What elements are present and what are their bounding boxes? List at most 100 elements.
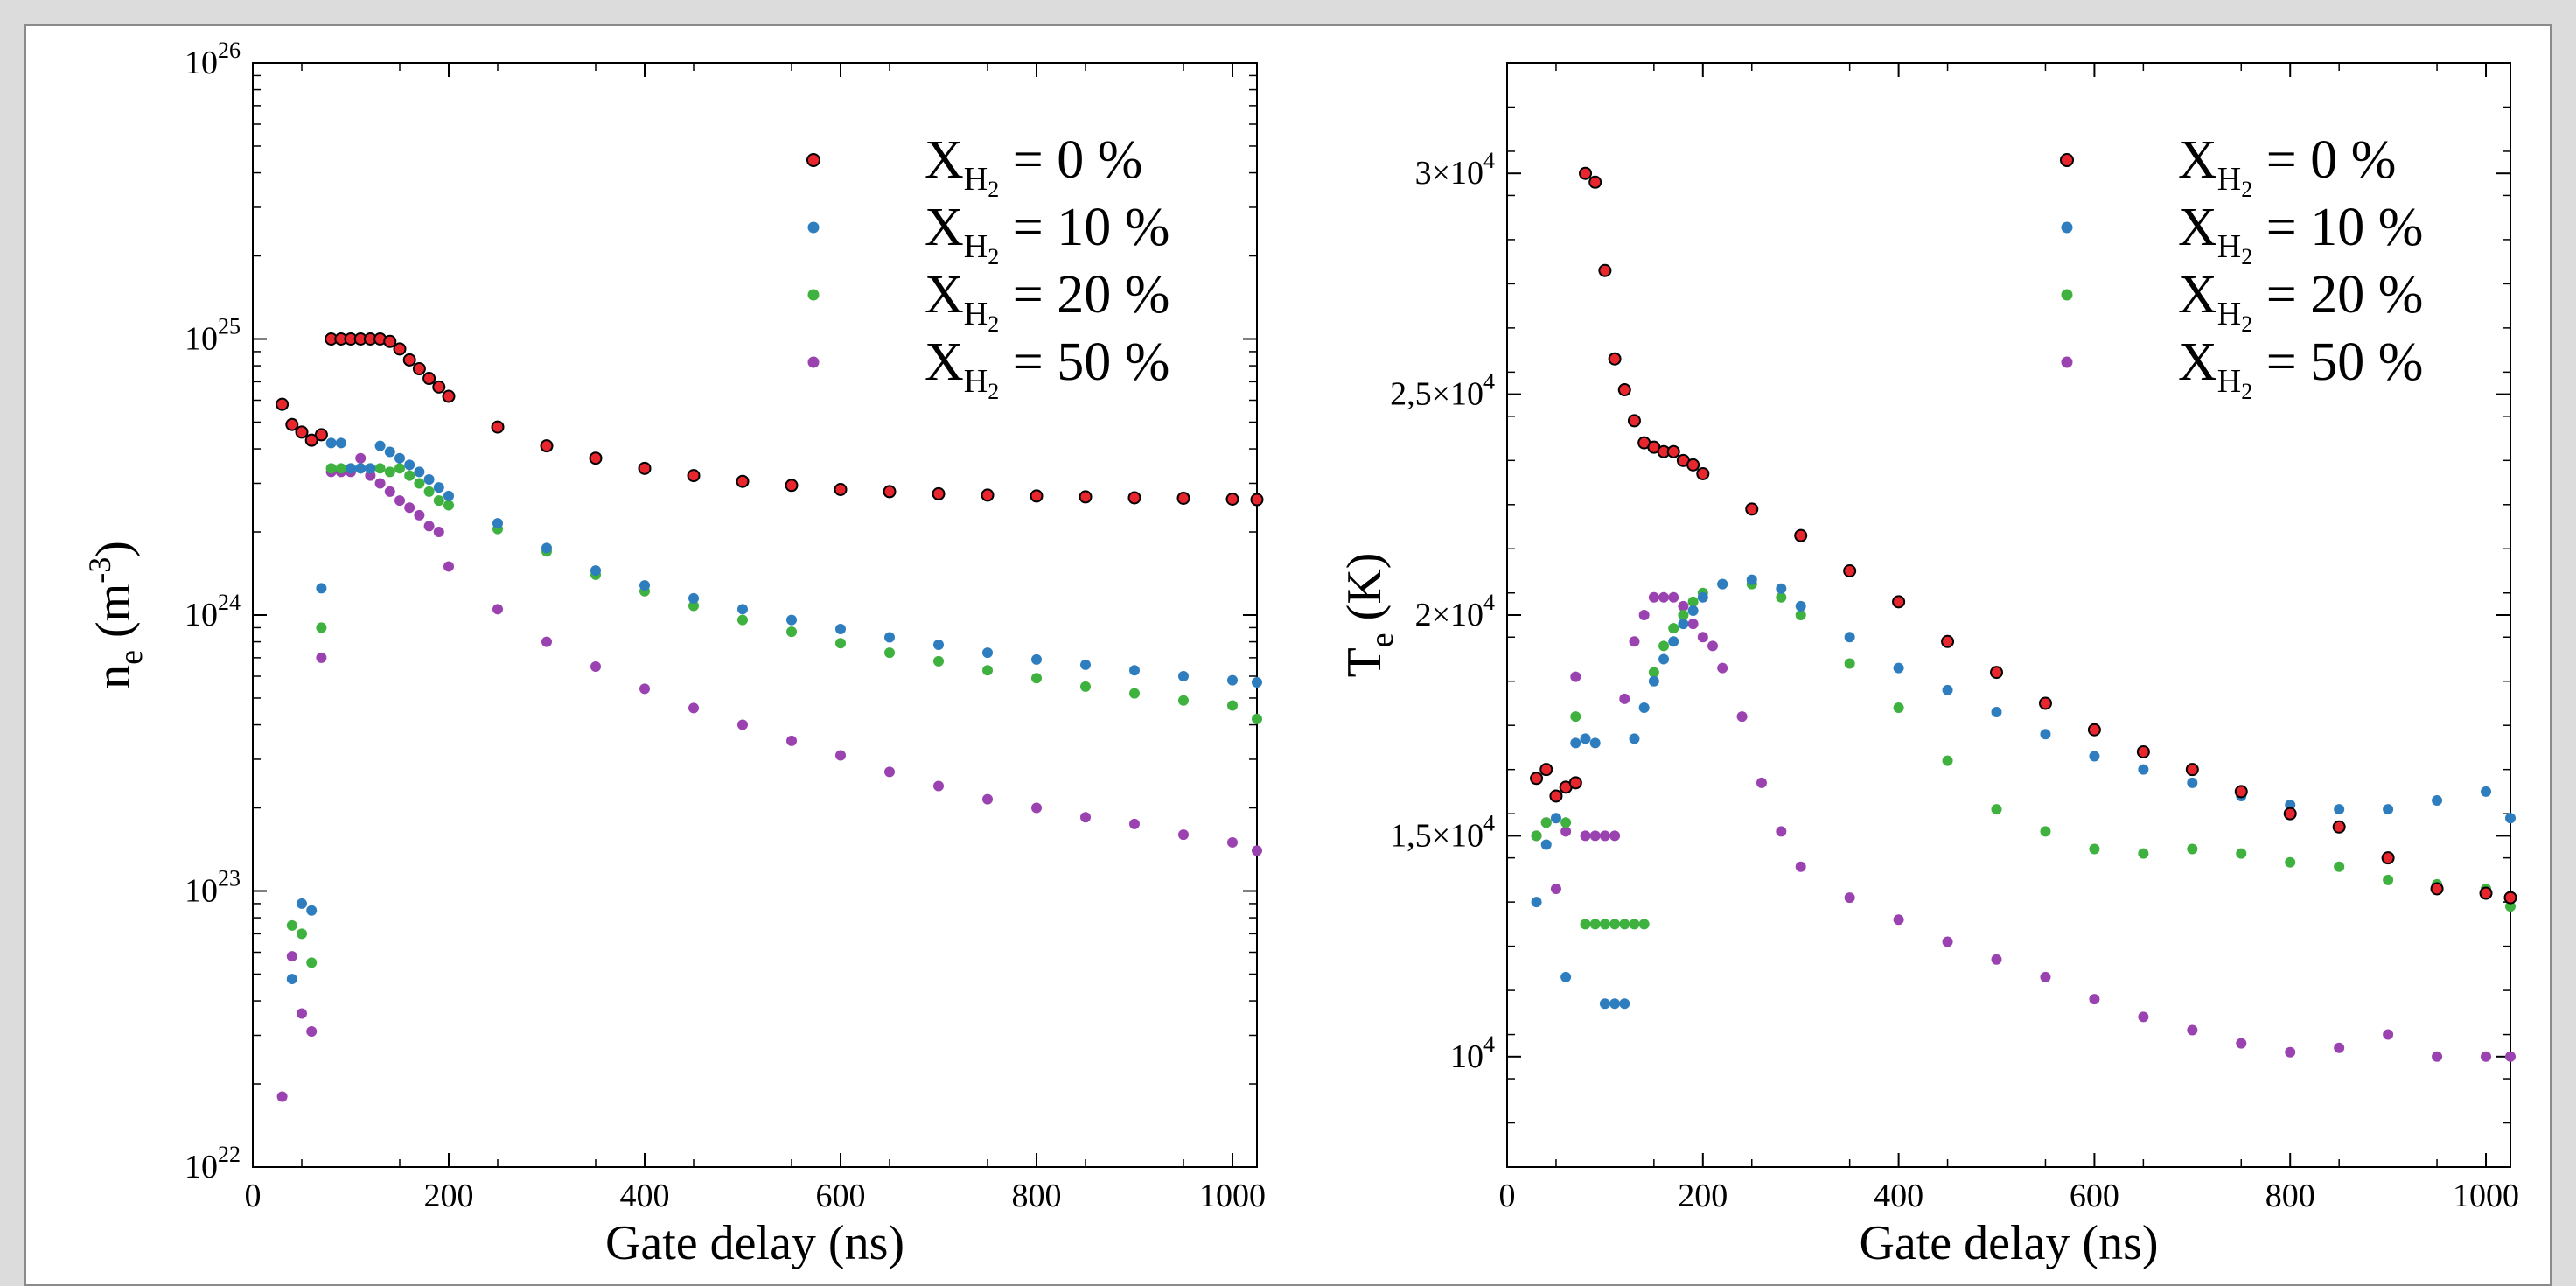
data-point — [1687, 605, 1699, 616]
legend-label: XH2 = 20 % — [2178, 265, 2423, 337]
data-point — [883, 485, 897, 499]
data-point — [2381, 851, 2395, 865]
series-1 — [286, 437, 1262, 985]
data-point — [1599, 998, 1610, 1010]
chart-te: 0 200 400 600 800 1000 104 1,5×104 2×104 2,5×104 3… — [1337, 62, 2519, 1270]
x-tick-label: 200 — [1678, 1178, 1728, 1214]
data-point — [2432, 795, 2443, 807]
data-point — [384, 486, 395, 497]
data-point — [737, 614, 748, 626]
data-point — [1697, 632, 1708, 643]
data-point — [1678, 600, 1689, 612]
data-point — [2187, 777, 2198, 788]
y-tick-label: 1025 — [185, 314, 241, 358]
data-point — [1991, 954, 2002, 965]
x-tick-label: 0 — [1499, 1178, 1516, 1214]
data-point — [1127, 491, 1141, 505]
y-tick-label: 1024 — [185, 590, 241, 633]
data-point — [316, 583, 327, 594]
data-point — [1609, 830, 1621, 842]
data-point — [2334, 861, 2345, 872]
data-point — [422, 372, 436, 386]
data-point — [1580, 733, 1591, 744]
data-point — [589, 451, 603, 465]
data-point — [423, 473, 435, 485]
data-point — [1941, 634, 1955, 648]
data-point — [1531, 897, 1542, 908]
y-axis-title: ne (m-3) — [82, 541, 150, 689]
data-point — [884, 766, 895, 778]
data-point — [365, 463, 376, 474]
data-point — [2089, 843, 2100, 855]
data-point — [1598, 263, 1612, 277]
legend: XH2 = 0 %XH2 = 10 %XH2 = 20 %XH2 = 50 % — [2060, 130, 2423, 404]
data-point — [1129, 665, 1140, 676]
legend-marker — [807, 221, 820, 234]
data-point — [1678, 619, 1689, 630]
data-point — [365, 470, 376, 481]
data-point — [1570, 737, 1581, 749]
data-point — [2430, 882, 2444, 896]
data-point — [541, 542, 552, 554]
data-point — [1568, 776, 1582, 790]
data-point — [1227, 836, 1238, 848]
data-point — [1549, 789, 1563, 803]
legend-marker — [2061, 289, 2073, 301]
data-point — [1530, 772, 1544, 786]
data-point — [2481, 1051, 2492, 1062]
data-point — [1795, 861, 1806, 872]
legend-label: XH2 = 0 % — [2178, 130, 2396, 202]
data-point — [933, 780, 944, 792]
data-point — [884, 647, 895, 659]
data-point — [297, 898, 307, 909]
data-point — [1570, 671, 1581, 682]
data-point — [1619, 919, 1630, 930]
data-point — [1648, 591, 1659, 603]
data-point — [1717, 578, 1728, 590]
data-point — [639, 580, 650, 591]
data-point — [2187, 843, 2198, 855]
data-point — [1609, 998, 1621, 1010]
data-point — [2432, 1051, 2443, 1062]
data-point — [1030, 489, 1044, 503]
x-tick-label: 1000 — [2453, 1178, 2519, 1214]
data-point — [1776, 826, 1787, 837]
data-point — [2040, 729, 2051, 740]
data-point — [2236, 1038, 2247, 1049]
series-0 — [276, 332, 1264, 507]
data-point — [1844, 892, 1855, 904]
data-point — [590, 661, 601, 673]
data-point — [982, 647, 993, 659]
x-tick-label: 800 — [1012, 1178, 1062, 1214]
data-point — [981, 488, 995, 502]
data-point — [1893, 702, 1904, 714]
data-point — [335, 463, 346, 474]
data-point — [374, 463, 386, 474]
y-tick-label: 3×104 — [1415, 148, 1495, 192]
data-point — [297, 1008, 307, 1019]
data-point — [335, 437, 346, 449]
data-point — [2285, 800, 2296, 811]
data-point — [1031, 653, 1042, 665]
data-point — [2040, 826, 2051, 837]
data-point — [314, 428, 328, 442]
data-point — [423, 521, 435, 532]
data-point — [1697, 591, 1708, 603]
data-point — [2040, 971, 2051, 982]
data-point — [1178, 695, 1189, 706]
data-point — [1599, 830, 1610, 842]
data-point — [1658, 640, 1670, 652]
legend-marker — [806, 153, 820, 167]
data-point — [1560, 817, 1572, 828]
data-point — [355, 463, 367, 474]
legend-label: XH2 = 0 % — [925, 130, 1142, 202]
data-point — [443, 561, 454, 572]
legend-marker — [807, 289, 820, 301]
data-point — [1588, 175, 1602, 189]
data-point — [404, 470, 415, 481]
data-point — [2087, 723, 2101, 737]
data-point — [1668, 636, 1679, 647]
legend-marker — [2060, 153, 2074, 167]
data-point — [737, 719, 748, 730]
data-point — [1129, 818, 1140, 829]
